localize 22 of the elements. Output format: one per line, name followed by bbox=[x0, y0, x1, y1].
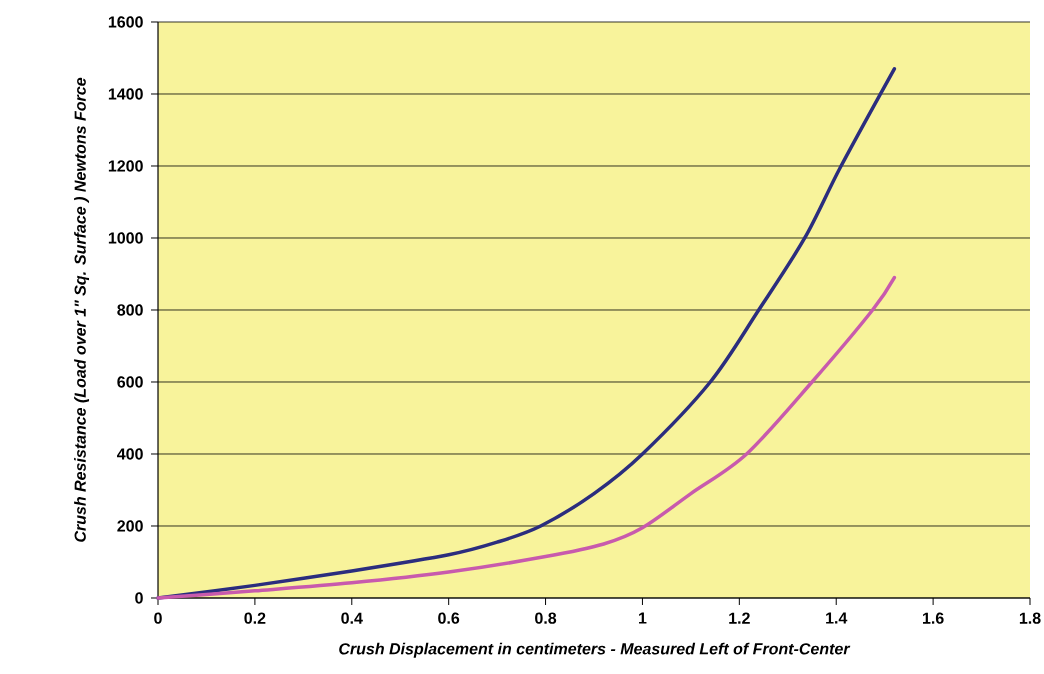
y-tick-label: 1200 bbox=[108, 160, 143, 172]
x-tick-label: 0.8 bbox=[535, 612, 557, 624]
y-tick-label: 0 bbox=[135, 592, 143, 604]
y-axis-title: Crush Resistance (Load over 1" Sq. Surface ) Newtons Force bbox=[74, 77, 90, 542]
x-tick-label: 0 bbox=[154, 612, 162, 624]
line-series bbox=[156, 275, 897, 600]
x-tick-label: 1.6 bbox=[922, 612, 944, 624]
y-tick-label: 1000 bbox=[108, 232, 143, 244]
x-tick-label: 1.2 bbox=[729, 612, 750, 624]
y-tick-label: 1600 bbox=[108, 16, 143, 28]
y-tick-label: 800 bbox=[117, 304, 143, 316]
x-tick-label: 0.4 bbox=[341, 612, 363, 624]
x-tick-label: 1.8 bbox=[1019, 612, 1041, 624]
x-tick-label: 0.2 bbox=[244, 612, 266, 624]
y-tick-label: 200 bbox=[117, 520, 143, 532]
y-tick-label: 600 bbox=[117, 376, 143, 388]
x-tick-label: 1.4 bbox=[826, 612, 848, 624]
x-axis-title: Crush Displacement in centimeters - Measured Left of Front-Center bbox=[339, 642, 851, 658]
x-tick-label: 0.6 bbox=[438, 612, 460, 624]
x-tick-label: 1 bbox=[639, 612, 647, 624]
y-tick-label: 400 bbox=[117, 448, 143, 460]
y-tick-label: 1400 bbox=[108, 88, 143, 100]
